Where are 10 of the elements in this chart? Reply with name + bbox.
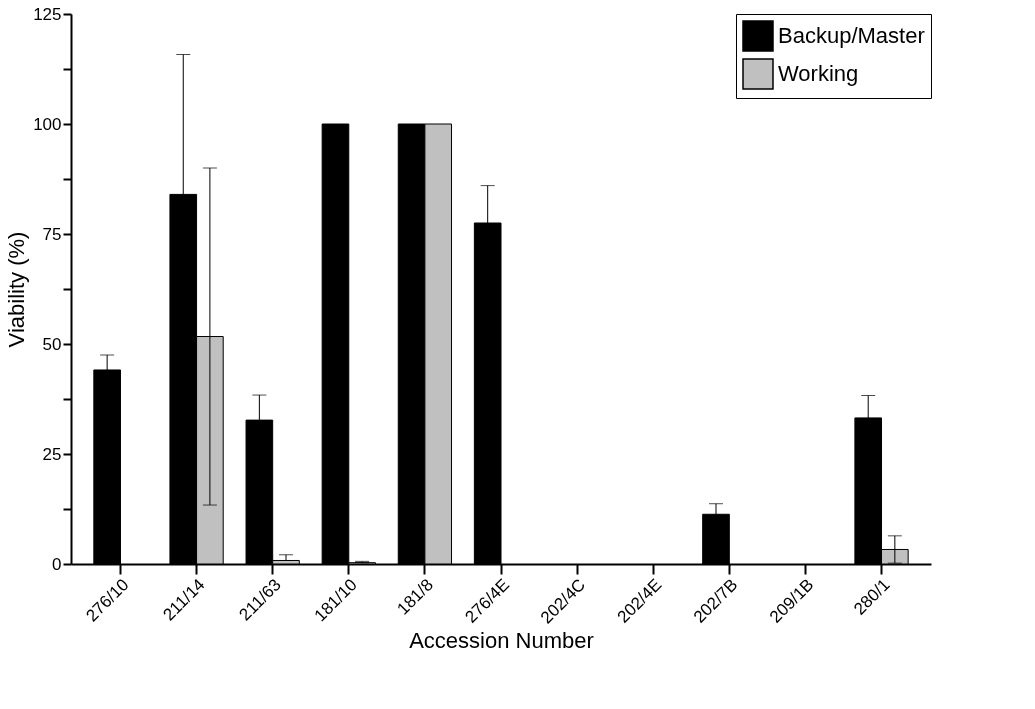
legend-label: Backup/Master [778, 23, 925, 48]
y-tick-label: 25 [42, 444, 62, 464]
y-tick-label: 125 [33, 4, 62, 24]
legend-label: Working [778, 61, 859, 86]
y-tick-label: 75 [42, 224, 62, 244]
y-tick-label: 0 [52, 554, 62, 574]
y-tick-label: 50 [42, 334, 62, 354]
y-axis-title: Viability (%) [4, 231, 30, 348]
x-axis-title: Accession Number [409, 627, 594, 653]
y-tick-label: 100 [33, 114, 62, 134]
